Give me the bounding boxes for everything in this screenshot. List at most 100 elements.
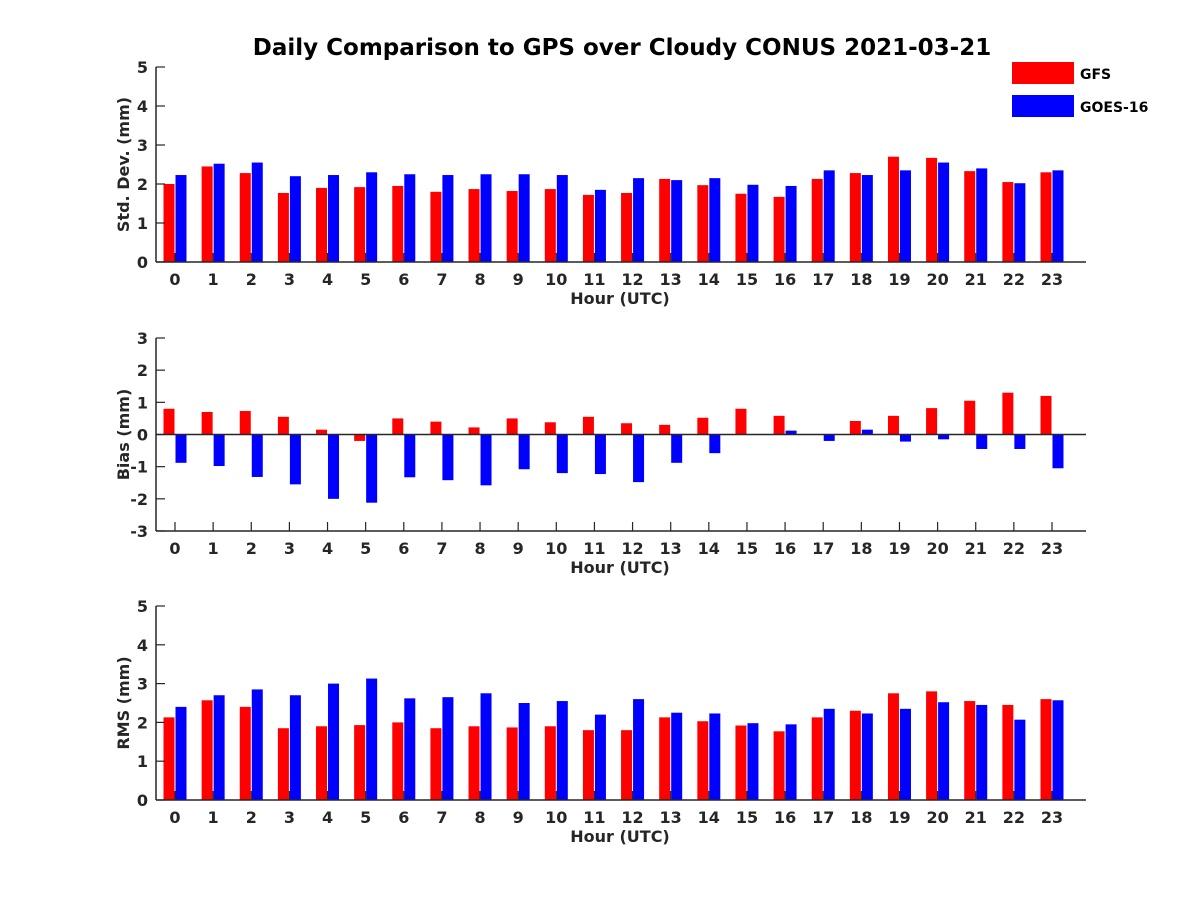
rms-x-tick-label: 1 [208,808,219,827]
bias-x-tick-label: 6 [398,539,409,558]
rms-bar-gfs-5 [354,725,366,800]
std-dev-bar-gfs-23 [1040,172,1052,262]
rms-bar-gfs-1 [201,700,213,800]
bias-bar-gfs-12 [621,423,633,435]
std-dev-bar-gfs-12 [621,192,633,262]
std-dev-y-tick-label: 4 [137,97,148,116]
std-dev-bar-gfs-17 [811,178,823,262]
std-dev-bar-gfs-19 [887,156,899,262]
std-dev-bar-goes16-18 [861,175,873,262]
std-dev-x-tick-label: 4 [322,270,333,289]
std-dev-bar-gfs-9 [506,191,518,262]
rms-x-tick-label: 4 [322,808,333,827]
rms-bar-gfs-9 [506,727,518,800]
bias-x-tick-label: 22 [1003,539,1025,558]
legend-swatch-gfs [1012,62,1074,84]
bias-y-tick-label: -2 [130,490,148,509]
bias-bar-gfs-4 [316,429,328,435]
rms-x-tick-label: 7 [436,808,447,827]
bias-x-tick-label: 20 [926,539,948,558]
bias-bar-gfs-20 [926,408,938,435]
std-dev-x-tick-label: 0 [169,270,180,289]
bias-y-tick-label: 1 [137,393,148,412]
rms-bar-goes16-13 [671,712,683,800]
std-dev-bar-gfs-18 [849,173,861,262]
legend-swatch-goes16 [1012,95,1074,117]
std-dev-bar-gfs-11 [582,194,594,262]
rms-x-tick-label: 13 [660,808,682,827]
std-dev-bar-gfs-4 [316,187,328,262]
bias-y-axis-label: Bias (mm) [114,389,133,481]
bias-bar-goes16-11 [594,434,606,475]
rms-x-tick-label: 22 [1003,808,1025,827]
std-dev-bar-gfs-3 [277,192,289,262]
rms-bar-goes16-0 [175,706,187,800]
rms-bar-goes16-17 [823,708,835,800]
bias-x-tick-label: 4 [322,539,333,558]
bias-x-tick-label: 16 [774,539,796,558]
rms-bar-gfs-22 [1002,704,1014,800]
bias-bar-gfs-3 [277,416,289,435]
bias-x-tick-label: 21 [965,539,987,558]
rms-bar-gfs-13 [659,717,671,800]
std-dev-bar-goes16-9 [518,174,530,262]
bias-bar-gfs-16 [773,415,785,435]
chart-title: Daily Comparison to GPS over Cloudy CONU… [253,35,991,61]
rms-bar-gfs-20 [926,691,938,800]
bias-x-axis-label: Hour (UTC) [570,558,670,577]
std-dev-bar-goes16-11 [594,189,606,262]
std-dev-bar-goes16-16 [785,185,797,262]
std-dev-bar-gfs-16 [773,196,785,262]
std-dev-x-tick-label: 15 [736,270,758,289]
rms-bar-goes16-2 [251,689,263,800]
bias-x-tick-label: 19 [888,539,910,558]
bias-bar-goes16-4 [328,434,340,499]
rms-bar-gfs-6 [392,722,404,800]
rms-x-tick-label: 2 [246,808,257,827]
bias-x-tick-label: 17 [812,539,834,558]
legend-label-goes16: GOES-16 [1080,100,1148,116]
bias-x-tick-label: 2 [246,539,257,558]
rms-bar-gfs-18 [849,710,861,800]
bias-x-tick-label: 23 [1041,539,1063,558]
rms-bar-goes16-15 [747,723,759,800]
rms-bar-gfs-12 [621,730,633,800]
rms-bar-goes16-19 [899,708,911,800]
std-dev-bar-goes16-0 [175,175,187,262]
rms-x-tick-label: 18 [850,808,872,827]
rms-bar-gfs-4 [316,726,328,800]
bias-bar-gfs-9 [506,418,518,435]
bias-x-tick-label: 8 [474,539,485,558]
bias-bar-goes16-16 [785,430,797,435]
std-dev-x-tick-label: 12 [621,270,643,289]
rms-bar-goes16-5 [366,678,378,800]
rms-bar-gfs-10 [544,726,556,800]
bias-x-tick-label: 12 [621,539,643,558]
bias-bar-gfs-23 [1040,395,1052,435]
bias-bar-gfs-22 [1002,392,1014,435]
std-dev-x-axis-label: Hour (UTC) [570,289,670,308]
rms-bar-gfs-0 [163,717,175,800]
std-dev-bar-gfs-6 [392,185,404,262]
rms-bar-goes16-11 [594,714,606,800]
bias-x-tick-label: 1 [208,539,219,558]
rms-x-tick-label: 6 [398,808,409,827]
std-dev-bar-goes16-17 [823,170,835,262]
std-dev-x-tick-label: 18 [850,270,872,289]
bias-bar-gfs-8 [468,427,480,435]
std-dev-bar-gfs-15 [735,193,747,262]
rms-y-tick-label: 2 [137,713,148,732]
bias-y-tick-label: -1 [130,458,148,477]
rms-bar-goes16-18 [861,713,873,800]
bias-x-tick-label: 13 [660,539,682,558]
bias-bar-goes16-7 [442,434,454,481]
std-dev-bar-goes16-1 [213,163,225,262]
std-dev-x-tick-label: 16 [774,270,796,289]
rms-bar-gfs-17 [811,717,823,800]
std-dev-bar-goes16-21 [976,168,988,262]
rms-bar-goes16-6 [404,698,416,800]
rms-bar-goes16-16 [785,724,797,800]
std-dev-x-tick-label: 3 [284,270,295,289]
rms-bar-goes16-14 [709,713,721,800]
